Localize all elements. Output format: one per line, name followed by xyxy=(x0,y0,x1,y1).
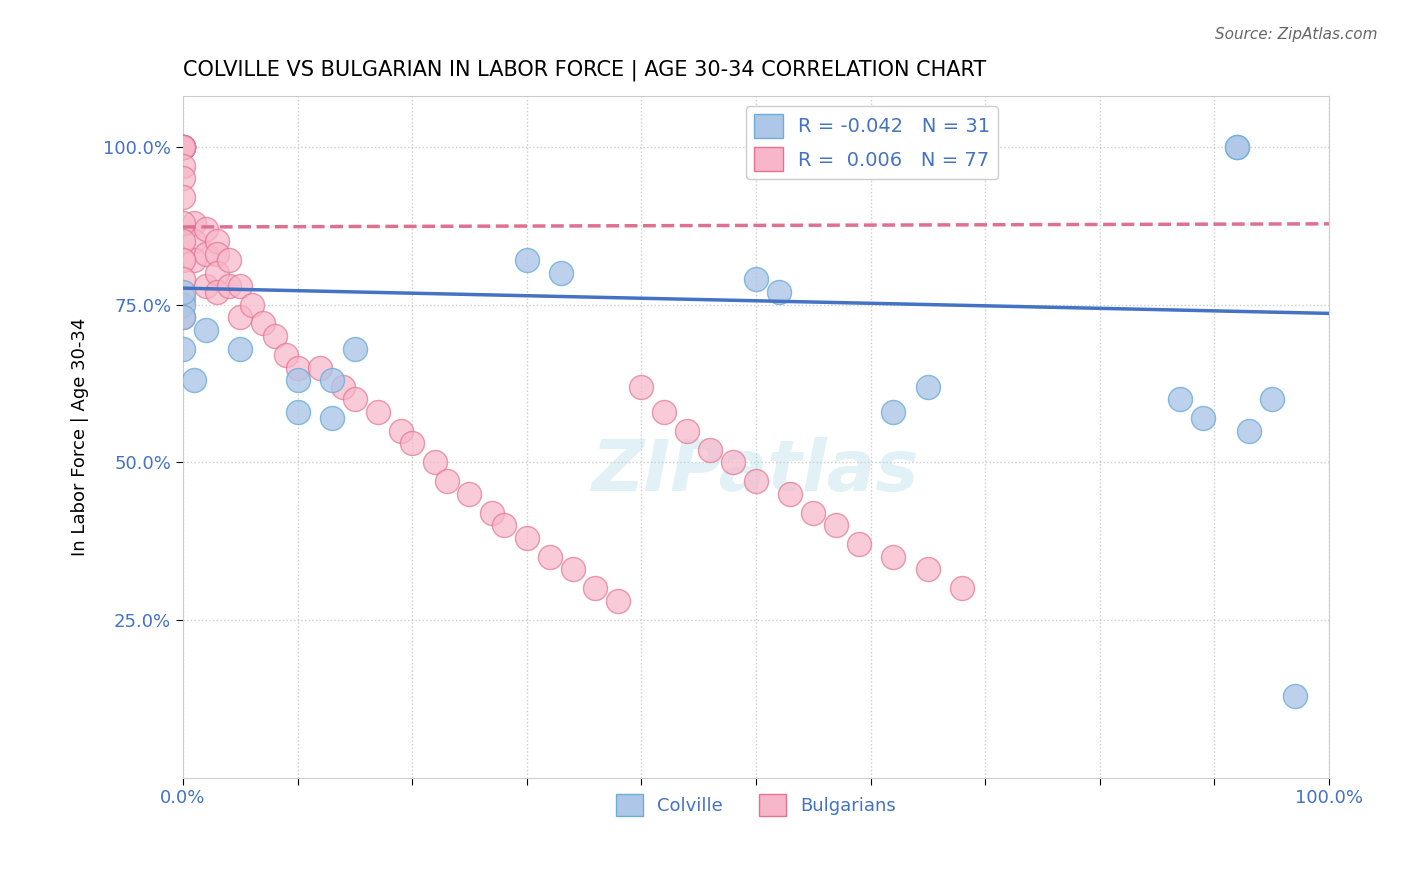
Point xyxy=(779,487,801,501)
Point xyxy=(607,594,630,608)
Point xyxy=(1226,140,1249,154)
Point xyxy=(343,342,366,356)
Point xyxy=(229,278,252,293)
Point xyxy=(550,266,572,280)
Point xyxy=(194,222,217,236)
Point xyxy=(538,549,561,564)
Point xyxy=(721,455,744,469)
Point xyxy=(172,140,194,154)
Point xyxy=(768,285,790,299)
Point xyxy=(172,216,194,230)
Point xyxy=(172,171,194,186)
Point xyxy=(699,442,721,457)
Point xyxy=(172,310,194,325)
Point xyxy=(194,323,217,337)
Point xyxy=(309,360,332,375)
Point xyxy=(287,405,309,419)
Point xyxy=(423,455,446,469)
Point xyxy=(172,285,194,299)
Point xyxy=(172,291,194,305)
Point xyxy=(287,360,309,375)
Point xyxy=(917,562,939,576)
Point xyxy=(207,235,229,249)
Point xyxy=(207,247,229,261)
Point xyxy=(585,582,607,596)
Point xyxy=(745,272,768,286)
Text: ZIPatlas: ZIPatlas xyxy=(592,436,920,506)
Point xyxy=(401,436,423,450)
Point xyxy=(172,342,194,356)
Point xyxy=(321,411,343,425)
Point xyxy=(492,518,515,533)
Point xyxy=(172,190,194,204)
Point xyxy=(274,348,297,362)
Point xyxy=(172,140,194,154)
Point xyxy=(194,278,217,293)
Point xyxy=(1260,392,1282,406)
Point xyxy=(389,424,412,438)
Point xyxy=(367,405,389,419)
Point xyxy=(172,140,194,154)
Text: Source: ZipAtlas.com: Source: ZipAtlas.com xyxy=(1215,27,1378,42)
Text: COLVILLE VS BULGARIAN IN LABOR FORCE | AGE 30-34 CORRELATION CHART: COLVILLE VS BULGARIAN IN LABOR FORCE | A… xyxy=(183,60,986,81)
Point xyxy=(652,405,675,419)
Point xyxy=(172,140,194,154)
Point xyxy=(194,247,217,261)
Point xyxy=(218,253,240,268)
Point xyxy=(252,317,274,331)
Point xyxy=(516,253,538,268)
Point xyxy=(561,562,583,576)
Point xyxy=(287,373,309,387)
Point xyxy=(263,329,285,343)
Point xyxy=(848,537,870,551)
Point xyxy=(458,487,481,501)
Point xyxy=(630,379,652,393)
Point xyxy=(183,235,205,249)
Point xyxy=(172,140,194,154)
Point xyxy=(436,474,458,488)
Point xyxy=(1226,140,1249,154)
Point xyxy=(172,159,194,173)
Point xyxy=(481,506,503,520)
Point xyxy=(950,582,973,596)
Point xyxy=(882,549,904,564)
Point xyxy=(229,310,252,325)
Y-axis label: In Labor Force | Age 30-34: In Labor Force | Age 30-34 xyxy=(72,318,89,557)
Point xyxy=(343,392,366,406)
Point xyxy=(172,140,194,154)
Point xyxy=(172,235,194,249)
Point xyxy=(332,379,354,393)
Point xyxy=(1284,689,1306,703)
Point xyxy=(172,140,194,154)
Point xyxy=(1168,392,1191,406)
Point xyxy=(229,342,252,356)
Point xyxy=(172,272,194,286)
Point xyxy=(676,424,699,438)
Point xyxy=(172,297,194,311)
Point xyxy=(207,285,229,299)
Point xyxy=(745,474,768,488)
Point xyxy=(172,253,194,268)
Point xyxy=(172,140,194,154)
Legend: Colville, Bulgarians: Colville, Bulgarians xyxy=(609,787,904,823)
Point xyxy=(172,310,194,325)
Point xyxy=(1191,411,1213,425)
Point xyxy=(516,531,538,545)
Point xyxy=(917,379,939,393)
Point xyxy=(183,253,205,268)
Point xyxy=(240,297,263,311)
Point xyxy=(183,373,205,387)
Point xyxy=(218,278,240,293)
Point xyxy=(172,140,194,154)
Point xyxy=(801,506,824,520)
Point xyxy=(882,405,904,419)
Point xyxy=(207,266,229,280)
Point xyxy=(825,518,848,533)
Point xyxy=(321,373,343,387)
Point xyxy=(183,216,205,230)
Point xyxy=(1237,424,1260,438)
